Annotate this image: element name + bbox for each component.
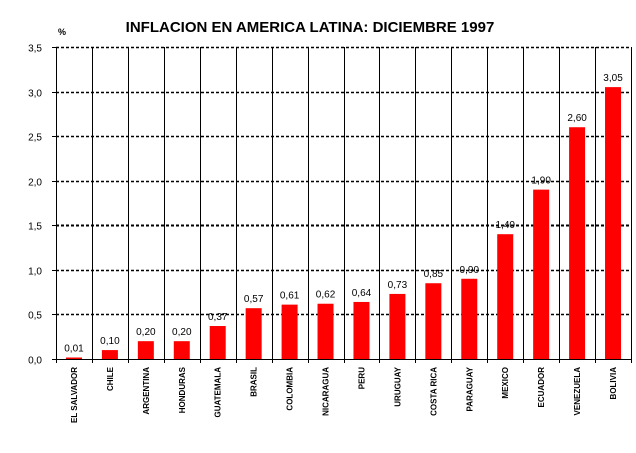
x-tick-label: COLOMBIA — [286, 367, 295, 411]
data-label: 0,37 — [208, 312, 228, 323]
x-tick-label: ARGENTINA — [142, 367, 151, 415]
bar-ecuador — [533, 189, 550, 359]
data-label: 0,01 — [64, 344, 84, 355]
bar-chile — [101, 350, 118, 359]
x-tick-label: URUGUAY — [393, 366, 402, 406]
bars — [65, 87, 622, 359]
x-tick-label: NICARAGUA — [322, 367, 331, 416]
y-tick-label: 3,5 — [28, 44, 42, 55]
x-tick-label: BOLIVIA — [609, 367, 618, 400]
bar-paraguay — [461, 278, 478, 359]
x-tick-label: MEXICO — [501, 367, 510, 399]
y-tick-label: 3,0 — [28, 89, 42, 100]
x-tick-labels: EL SALVADOR CHILE ARGENTINA HONDURAS GUATEMA… — [70, 366, 618, 423]
bar-uruguay — [389, 293, 406, 359]
bar-mexico — [497, 234, 514, 359]
data-label: 0,90 — [460, 265, 480, 276]
y-tick-label: 2,5 — [28, 133, 42, 144]
x-tick-label: COSTA RICA — [429, 367, 438, 416]
bar-argentina — [137, 341, 154, 359]
x-tick-label: VENEZUELA — [573, 367, 582, 416]
data-label: 0,61 — [280, 291, 300, 302]
x-tick-label: ECUADOR — [537, 367, 546, 408]
bar-peru — [353, 301, 370, 359]
bar-costa-rica — [425, 283, 442, 359]
data-label: 0,64 — [352, 288, 372, 299]
data-label: 0,62 — [316, 290, 336, 301]
data-label: 0,20 — [172, 327, 192, 338]
bar-colombia — [281, 304, 298, 359]
bar-guatemala — [209, 326, 226, 359]
axes — [52, 47, 631, 360]
data-label: 1,90 — [531, 176, 551, 187]
x-tick-label: BRASIL — [250, 367, 259, 397]
chart-title: INFLACION EN AMERICA LATINA: DICIEMBRE 1… — [126, 19, 495, 36]
data-label: 1,40 — [495, 220, 515, 231]
x-tick-label: GUATEMALA — [214, 367, 223, 418]
x-tick-label: PARAGUAY — [465, 366, 474, 411]
x-tick-label: EL SALVADOR — [70, 367, 79, 423]
data-label: 0,85 — [424, 269, 444, 280]
y-tick-label: 1,5 — [28, 222, 42, 233]
y-tick-label: 2,0 — [28, 178, 42, 189]
data-label: 0,57 — [244, 294, 264, 305]
bar-bolivia — [605, 87, 622, 359]
x-tick-label: PERU — [357, 367, 366, 389]
data-labels: 0,01 0,10 0,20 0,20 0,37 0,57 0,61 0,62 0,64 0,73… — [64, 73, 623, 354]
y-tick-labels: 0,0 0,5 1,0 1,5 2,0 2,5 3,0 3,5 — [28, 44, 42, 367]
data-label: 0,73 — [388, 280, 408, 291]
data-label: 3,05 — [603, 73, 623, 84]
data-label: 2,60 — [567, 113, 587, 124]
bar-el-salvador — [65, 357, 82, 359]
data-label: 0,20 — [136, 327, 156, 338]
bar-brasil — [245, 308, 262, 359]
data-label: 0,10 — [100, 336, 120, 347]
bar-honduras — [173, 341, 190, 359]
x-tick-label: CHILE — [106, 366, 115, 391]
x-tick-label: HONDURAS — [178, 366, 187, 413]
y-tick-label: 0,5 — [28, 311, 42, 322]
bar-nicaragua — [317, 303, 334, 359]
y-tick-label: 1,0 — [28, 267, 42, 278]
bar-venezuela — [569, 127, 586, 359]
y-tick-label: 0,0 — [28, 356, 42, 367]
y-axis-unit-label: % — [58, 27, 66, 37]
